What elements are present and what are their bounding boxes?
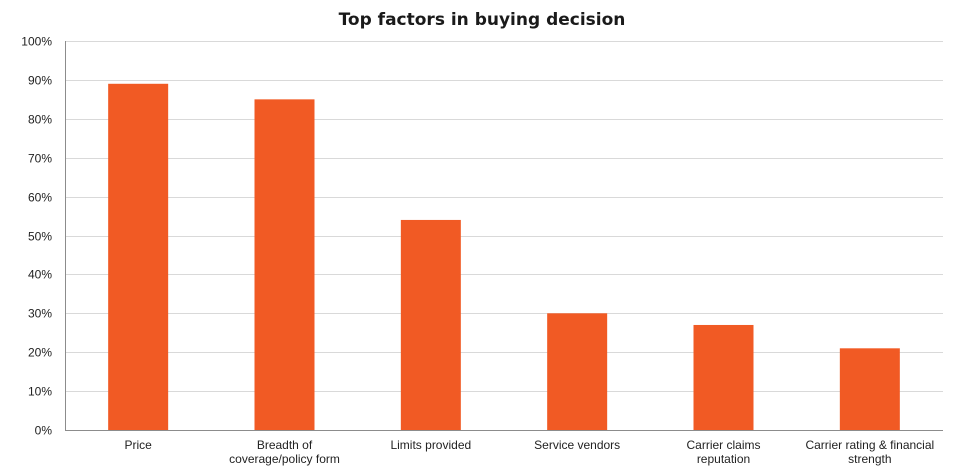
y-tick-label: 60% <box>28 191 52 205</box>
bar-6 <box>839 348 900 430</box>
category-label: Limits provided <box>390 438 471 452</box>
category-labels: Price Breadth of coverage/policy form Limit… <box>124 438 934 466</box>
category-label: Carrier claims reputation <box>686 438 760 466</box>
category-label-line: Carrier claims <box>686 438 760 452</box>
y-tick-label: 70% <box>28 152 52 166</box>
y-tick-label: 20% <box>28 346 52 360</box>
y-tick-label: 0% <box>35 424 53 438</box>
category-label: Price <box>124 438 152 452</box>
category-label-line: coverage/policy form <box>229 452 340 466</box>
gridlines <box>65 41 943 392</box>
bar-5 <box>693 324 754 430</box>
category-label: Breadth of coverage/policy form <box>229 438 340 466</box>
y-tick-label: 90% <box>28 74 52 88</box>
category-label-line: strength <box>848 452 891 466</box>
axes <box>65 41 943 431</box>
category-label-line: Limits provided <box>390 438 471 452</box>
y-tick-label: 10% <box>28 385 52 399</box>
chart-title: Top factors in buying decision <box>338 10 626 30</box>
y-tick-label: 50% <box>28 230 52 244</box>
category-label-line: Price <box>124 438 152 452</box>
category-label: Service vendors <box>534 438 620 452</box>
y-axis-tick-labels: 0% 10% 20% 30% 40% 50% 60% 70% 80% 90% 100% <box>21 35 52 438</box>
bar-4 <box>547 313 608 430</box>
category-label-line: Carrier rating & financial <box>805 438 934 452</box>
category-label-line: Breadth of <box>257 438 313 452</box>
bar-1 <box>108 83 169 430</box>
y-tick-label: 40% <box>28 268 52 282</box>
y-tick-label: 80% <box>28 113 52 127</box>
bar-3 <box>400 219 461 430</box>
bars <box>108 83 900 430</box>
y-tick-label: 100% <box>21 35 52 49</box>
category-label: Carrier rating & financial strength <box>805 438 934 466</box>
category-label-line: Service vendors <box>534 438 620 452</box>
category-label-line: reputation <box>697 452 750 466</box>
bar-2 <box>254 99 315 430</box>
y-tick-label: 30% <box>28 307 52 321</box>
